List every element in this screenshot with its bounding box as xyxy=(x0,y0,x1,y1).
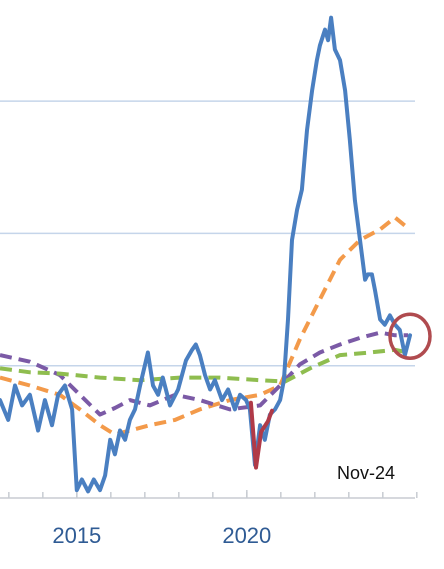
series-line xyxy=(0,15,412,494)
highlight-circle xyxy=(388,312,432,361)
series-line xyxy=(0,347,409,384)
series-line xyxy=(248,400,274,470)
x-tick-label: 2020 xyxy=(222,523,271,548)
annotation: Nov-24 xyxy=(337,463,395,483)
series-line xyxy=(0,215,410,437)
x-tick-label: 2015 xyxy=(52,523,101,548)
series-line xyxy=(0,330,408,417)
